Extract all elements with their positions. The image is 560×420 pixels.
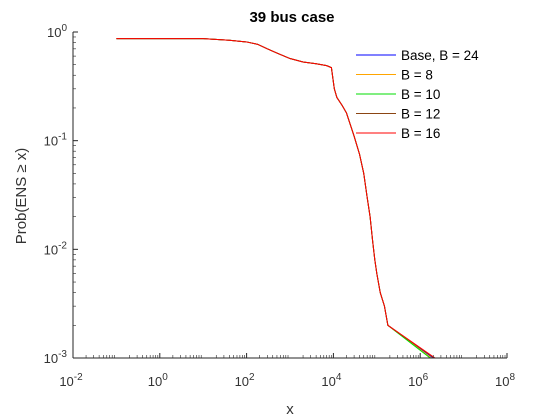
- y-tick-label-3: 100: [47, 23, 67, 40]
- x-tick-label-3: 104: [321, 372, 341, 389]
- x-tick-label-4: 106: [408, 372, 428, 389]
- y-tick-label-1: 10-2: [44, 240, 68, 257]
- legend-label-2: B = 10: [401, 87, 440, 102]
- axes: 10-2 100 102 104 106 108 10-3 10-2 10-1 100: [44, 23, 516, 389]
- legend-label-0: Base, B = 24: [401, 48, 479, 63]
- y-tick-label-0: 10-3: [44, 349, 68, 366]
- x-tick-label-5: 108: [495, 372, 515, 389]
- y-tick-label-2: 10-1: [44, 132, 68, 149]
- legend-label-3: B = 12: [401, 107, 440, 122]
- chart-title: 39 bus case: [249, 9, 334, 26]
- series-line-4: [116, 38, 436, 359]
- plot-area: [116, 38, 436, 359]
- x-tick-label-0: 10-2: [59, 372, 83, 389]
- x-tick-label-1: 100: [148, 372, 168, 389]
- y-axis-label: Prob(ENS ≥ x): [13, 148, 30, 245]
- legend-label-4: B = 16: [401, 126, 440, 141]
- x-axis-label: x: [286, 401, 294, 418]
- x-tick-label-2: 102: [235, 372, 255, 389]
- legend: Base, B = 24 B = 8 B = 10 B = 12 B = 16: [356, 48, 479, 141]
- legend-label-1: B = 8: [401, 68, 433, 83]
